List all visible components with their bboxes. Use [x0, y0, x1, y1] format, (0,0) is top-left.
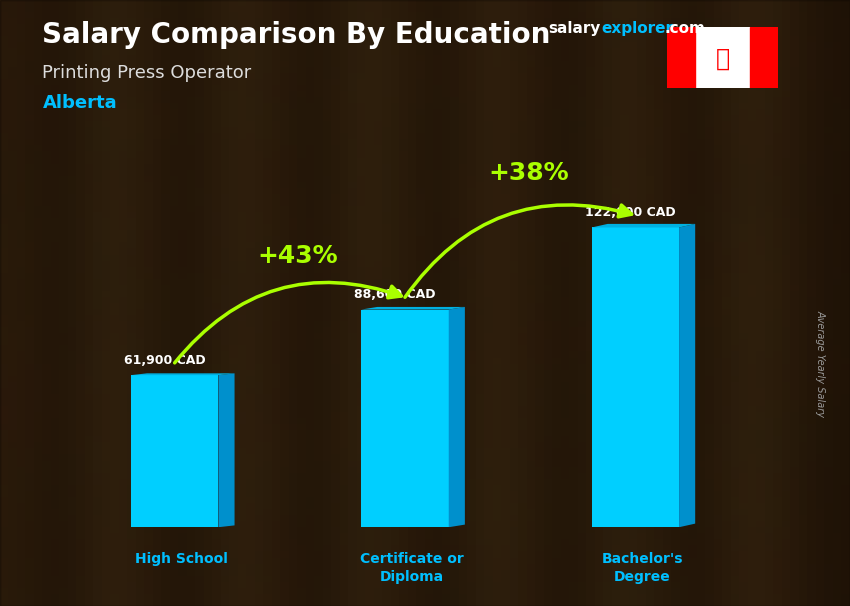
Text: 88,600 CAD: 88,600 CAD: [354, 288, 436, 301]
Polygon shape: [361, 307, 465, 310]
Text: Average Yearly Salary: Average Yearly Salary: [815, 310, 825, 417]
Polygon shape: [218, 373, 235, 527]
Polygon shape: [592, 224, 695, 227]
Bar: [592, 227, 679, 527]
Bar: [131, 375, 218, 527]
Bar: [667, 27, 694, 88]
Text: High School: High School: [135, 552, 228, 566]
Text: +43%: +43%: [258, 244, 338, 267]
Polygon shape: [449, 307, 465, 527]
Text: explorer: explorer: [601, 21, 673, 36]
Text: Salary Comparison By Education: Salary Comparison By Education: [42, 21, 551, 49]
Text: .com: .com: [665, 21, 706, 36]
Text: +38%: +38%: [488, 161, 569, 185]
Text: Certificate or
Diploma: Certificate or Diploma: [360, 552, 464, 584]
Bar: [750, 27, 778, 88]
Polygon shape: [679, 224, 695, 527]
Text: salary: salary: [548, 21, 601, 36]
Text: Printing Press Operator: Printing Press Operator: [42, 64, 252, 82]
Text: 🍁: 🍁: [716, 47, 729, 71]
Polygon shape: [131, 373, 235, 375]
Text: Bachelor's
Degree: Bachelor's Degree: [602, 552, 683, 584]
Text: 61,900 CAD: 61,900 CAD: [124, 353, 206, 367]
Text: Alberta: Alberta: [42, 94, 117, 112]
Bar: [361, 310, 449, 527]
Text: 122,000 CAD: 122,000 CAD: [585, 206, 675, 219]
